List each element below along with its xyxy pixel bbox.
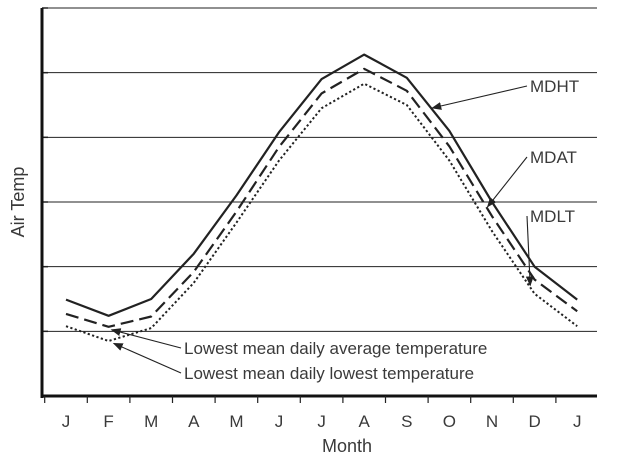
x-tick-label: J bbox=[275, 412, 284, 431]
series-label-arrow bbox=[431, 85, 528, 110]
series-line-mdlt bbox=[65, 82, 578, 342]
x-tick-label: A bbox=[188, 412, 200, 431]
series-label-arrow bbox=[486, 156, 528, 208]
series-line-mdat bbox=[65, 67, 578, 328]
annotation-label: Lowest mean daily average temperature bbox=[184, 339, 487, 358]
series-label-mdht: MDHT bbox=[530, 77, 579, 96]
x-tick-label: N bbox=[486, 412, 498, 431]
x-tick-label: F bbox=[103, 412, 113, 431]
x-tick-label: M bbox=[144, 412, 158, 431]
x-tick-label: D bbox=[528, 412, 540, 431]
annotation-arrow bbox=[112, 342, 182, 374]
x-tick-label: O bbox=[443, 412, 456, 431]
series-label-mdlt: MDLT bbox=[530, 207, 575, 226]
x-tick-label: M bbox=[229, 412, 243, 431]
x-tick-label: J bbox=[573, 412, 582, 431]
annotation-label: Lowest mean daily lowest temperature bbox=[184, 364, 474, 383]
x-tick-label: A bbox=[359, 412, 371, 431]
x-tick-label: S bbox=[401, 412, 412, 431]
x-tick-label: J bbox=[62, 412, 71, 431]
x-axis-title: Month bbox=[322, 436, 372, 456]
annotation-arrow bbox=[110, 328, 182, 349]
x-tick-label: J bbox=[317, 412, 326, 431]
series-label-mdat: MDAT bbox=[530, 148, 577, 167]
y-axis-title: Air Temp bbox=[8, 167, 28, 238]
series-label-arrow bbox=[525, 215, 534, 287]
